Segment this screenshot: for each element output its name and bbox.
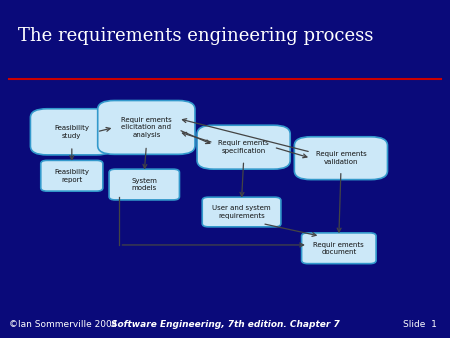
Text: Feasibility
study: Feasibility study [54, 125, 89, 139]
FancyBboxPatch shape [302, 233, 376, 264]
FancyBboxPatch shape [31, 109, 113, 155]
Text: Software Engineering, 7th edition. Chapter 7: Software Engineering, 7th edition. Chapt… [111, 319, 339, 329]
FancyBboxPatch shape [98, 100, 195, 154]
Text: Slide  1: Slide 1 [403, 319, 436, 329]
FancyBboxPatch shape [294, 137, 387, 179]
Text: The requirements engineering process: The requirements engineering process [18, 27, 373, 45]
Text: Requir ements
document: Requir ements document [314, 242, 364, 255]
FancyBboxPatch shape [202, 197, 281, 227]
Text: Requir ements
elicitation and
analysis: Requir ements elicitation and analysis [121, 117, 172, 138]
Text: ©Ian Sommerville 2004: ©Ian Sommerville 2004 [9, 319, 117, 329]
Text: Requir ements
validation: Requir ements validation [315, 151, 366, 165]
FancyBboxPatch shape [197, 125, 290, 169]
FancyBboxPatch shape [41, 161, 103, 191]
Text: Requir ements
specification: Requir ements specification [218, 141, 269, 154]
Text: System
models: System models [131, 178, 157, 191]
FancyBboxPatch shape [109, 169, 180, 200]
Text: Feasibility
report: Feasibility report [54, 169, 89, 183]
Text: User and system
requirements: User and system requirements [212, 205, 271, 219]
